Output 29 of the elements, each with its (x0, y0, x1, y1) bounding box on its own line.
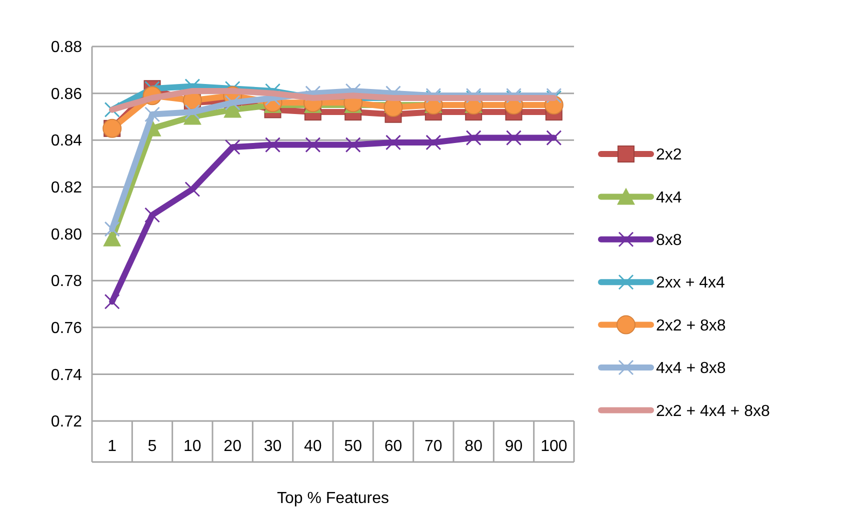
x-tick-label: 1 (108, 438, 117, 455)
legend-label: 2xx + 4x4 (656, 274, 726, 292)
x-tick-label: 100 (540, 438, 568, 455)
x-tick-label: 30 (264, 438, 282, 455)
y-tick-label: 0.86 (50, 86, 82, 103)
x-axis-title: Top % Features (276, 490, 390, 507)
legend-label: 8x8 (656, 232, 682, 249)
y-tick-label: 0.82 (50, 180, 82, 197)
x-tick-label: 40 (304, 438, 322, 455)
y-tick-label: 0.72 (50, 414, 82, 431)
y-tick-label: 0.74 (50, 366, 82, 384)
x-tick-label: 20 (224, 438, 242, 455)
x-tick-label: 60 (384, 438, 402, 455)
y-tick-label: 0.78 (50, 273, 82, 290)
x-tick-label: 10 (184, 438, 202, 455)
legend-label: 2x2 + 4x4 + 8x8 (656, 402, 770, 420)
x-tick-label: 80 (464, 438, 483, 455)
y-tick-label: 0.88 (50, 39, 82, 56)
y-tick-label: 0.80 (50, 226, 82, 244)
x-tick-label: 70 (424, 438, 442, 455)
legend-label: 2x2 (656, 146, 682, 164)
legend-label: 2x2 + 8x8 (656, 317, 726, 334)
x-tick-label: 90 (504, 438, 523, 455)
legend-label: 4x4 (656, 189, 682, 206)
legend-label: 4x4 + 8x8 (656, 360, 726, 378)
y-tick-label: 0.76 (50, 320, 82, 337)
x-tick-label: 5 (148, 438, 157, 455)
y-tick-label: 0.84 (50, 132, 82, 150)
x-tick-label: 50 (344, 438, 362, 455)
